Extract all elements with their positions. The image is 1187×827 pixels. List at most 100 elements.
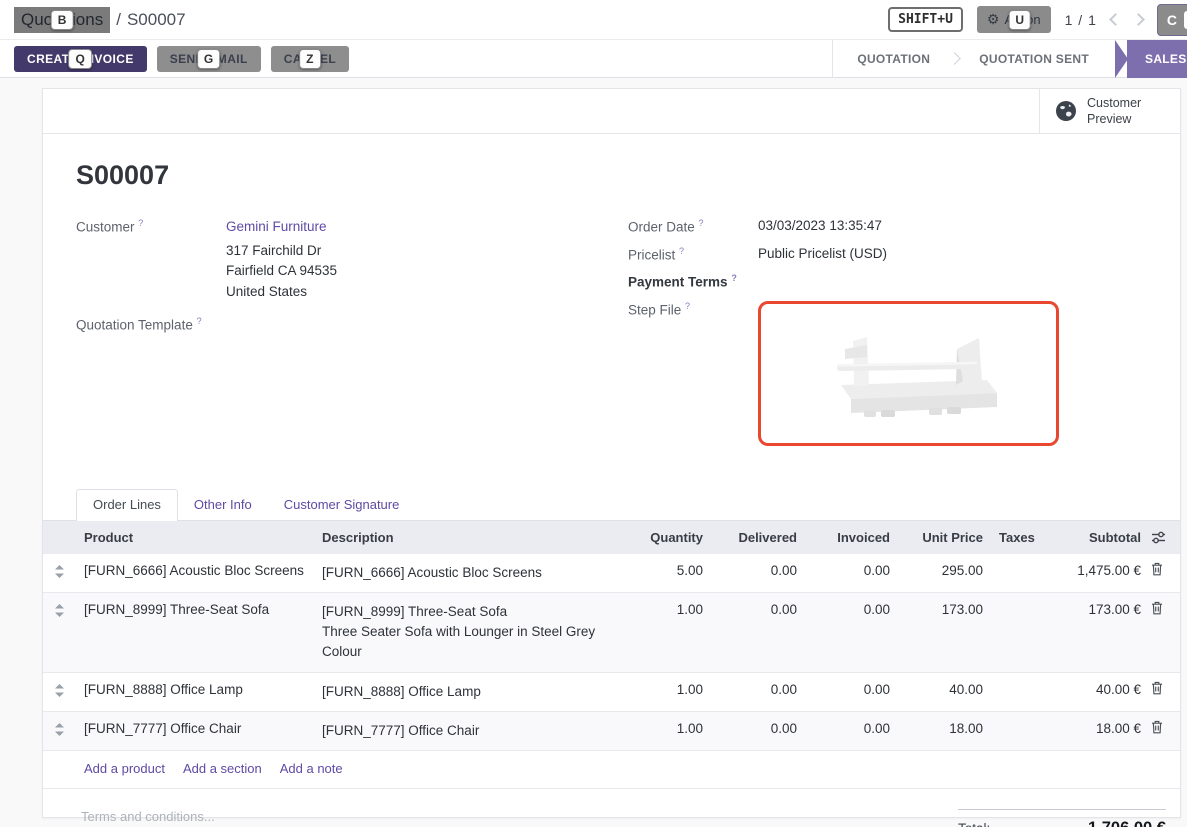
column-header-unit-price[interactable]: Unit Price [922, 529, 983, 545]
cell-quantity[interactable]: 1.00 [676, 601, 703, 617]
column-header-description[interactable]: Description [322, 529, 394, 545]
add-a-section-link[interactable]: Add a section [182, 761, 262, 776]
optional-columns-icon[interactable] [1149, 521, 1180, 554]
cell-invoiced[interactable]: 0.00 [863, 720, 890, 736]
cell-invoiced[interactable]: 0.00 [863, 601, 890, 617]
create-invoice-button[interactable]: CREATE INVOICE Q [14, 45, 147, 72]
topbar-right-controls: SHIFT+U ⚙ Action U 1 / 1 C [888, 3, 1187, 36]
cancel-button[interactable]: CANCEL Z [270, 45, 350, 72]
status-quotation-sent[interactable]: QUOTATION SENT [979, 51, 1090, 66]
kbd-hint-badge-z: Z [299, 48, 321, 69]
top-header: Quotations B / S00007 SHIFT+U ⚙ Action U… [0, 0, 1187, 40]
cell-taxes[interactable] [991, 554, 1041, 592]
column-header-product[interactable]: Product [84, 529, 134, 545]
delete-row-icon[interactable] [1149, 712, 1180, 750]
cell-description[interactable]: [FURN_7777] Office Chair [322, 722, 480, 738]
notebook-tabs: Order Lines Other Info Customer Signatur… [43, 487, 1180, 521]
cell-unit-price[interactable]: 40.00 [949, 681, 983, 697]
cell-subtotal: 1,475.00 € [1077, 562, 1141, 578]
pager-next-icon[interactable] [1132, 13, 1145, 26]
total-label: Total: [958, 821, 990, 827]
cell-unit-price[interactable]: 295.00 [941, 562, 983, 578]
send-email-button[interactable]: SEND EMAIL G [156, 45, 261, 72]
cell-delivered[interactable]: 0.00 [770, 601, 797, 617]
column-header-invoiced[interactable]: Invoiced [837, 529, 890, 545]
breadcrumb-quotations-link[interactable]: Quotations B [14, 6, 111, 33]
cell-unit-price[interactable]: 173.00 [941, 601, 983, 617]
help-icon: ? [685, 300, 691, 311]
pricelist-field-label: Pricelist ? [628, 245, 685, 263]
delete-row-icon[interactable] [1149, 593, 1180, 672]
delete-row-icon[interactable] [1149, 673, 1180, 711]
breadcrumb-separator: / [116, 9, 121, 29]
total-value: 1,706.00 € [1088, 819, 1166, 827]
customer-field-label: Customer ? [76, 218, 144, 235]
drag-handle-icon[interactable] [43, 673, 76, 711]
help-icon: ? [698, 218, 704, 228]
status-sales-order[interactable]: SALES ORDER [1127, 39, 1187, 78]
cell-delivered[interactable]: 0.00 [770, 681, 797, 697]
cell-taxes[interactable] [991, 712, 1041, 750]
total-block: Total: 1,706.00 € [958, 809, 1166, 827]
cell-delivered[interactable]: 0.00 [770, 720, 797, 736]
tab-other-info[interactable]: Other Info [193, 496, 252, 512]
cell-description[interactable]: [FURN_8888] Office Lamp [322, 683, 481, 699]
terms-and-conditions-input[interactable]: Terms and conditions... [81, 809, 215, 824]
customer-preview-button[interactable]: Customer Preview [1039, 89, 1180, 133]
cell-product[interactable]: [FURN_7777] Office Chair [84, 720, 242, 736]
cell-taxes[interactable] [991, 593, 1041, 672]
cell-subtotal: 173.00 € [1088, 601, 1141, 617]
cut-off-button-label: C [1166, 11, 1177, 28]
cell-invoiced[interactable]: 0.00 [863, 681, 890, 697]
cell-taxes[interactable] [991, 673, 1041, 711]
order-line-row[interactable]: [FURN_7777] Office Chair [FURN_7777] Off… [43, 711, 1180, 751]
status-quotation[interactable]: QUOTATION [857, 51, 931, 66]
tab-order-lines[interactable]: Order Lines [76, 488, 178, 521]
pricelist-value[interactable]: Public Pricelist (USD) [758, 245, 888, 261]
cell-description[interactable]: [FURN_8999] Three-Seat Sofa Three Seater… [322, 603, 596, 660]
step-file-field-label: Step File ? [628, 300, 691, 318]
order-line-row[interactable]: [FURN_6666] Acoustic Bloc Screens [FURN_… [43, 554, 1180, 593]
add-a-note-link[interactable]: Add a note [279, 761, 343, 776]
cell-invoiced[interactable]: 0.00 [863, 562, 890, 578]
order-date-value[interactable]: 03/03/2023 13:35:47 [758, 218, 882, 233]
cell-quantity[interactable]: 1.00 [676, 681, 703, 697]
order-line-row[interactable]: [FURN_8888] Office Lamp [FURN_8888] Offi… [43, 673, 1180, 712]
pager-previous-icon[interactable] [1109, 13, 1122, 26]
cell-description[interactable]: [FURN_6666] Acoustic Bloc Screens [322, 564, 542, 580]
drag-handle-icon[interactable] [43, 554, 76, 592]
order-lines-body: [FURN_6666] Acoustic Bloc Screens [FURN_… [43, 554, 1180, 751]
content-area: Customer Preview S00007 Customer ? Gemin… [0, 78, 1187, 827]
kbd-hint-badge-c [1183, 9, 1187, 30]
delete-row-icon[interactable] [1149, 554, 1180, 592]
action-menu-button[interactable]: ⚙ Action U [976, 6, 1051, 33]
sheet-footer: Terms and conditions... Total: 1,706.00 … [43, 789, 1180, 827]
cell-product[interactable]: [FURN_8999] Three-Seat Sofa [84, 601, 270, 617]
cell-subtotal: 18.00 € [1095, 720, 1141, 736]
order-date-field-label: Order Date ? [628, 218, 704, 235]
column-header-taxes[interactable]: Taxes [999, 529, 1035, 545]
tab-customer-signature[interactable]: Customer Signature [283, 496, 400, 512]
cell-unit-price[interactable]: 18.00 [949, 720, 983, 736]
kbd-hint-badge-u: U [1008, 9, 1031, 30]
column-header-subtotal[interactable]: Subtotal [1089, 529, 1141, 545]
step-file-image[interactable] [758, 300, 1059, 446]
cell-quantity[interactable]: 1.00 [676, 720, 703, 736]
cell-delivered[interactable]: 0.00 [770, 562, 797, 578]
drag-handle-icon[interactable] [43, 712, 76, 750]
status-active-arrow-icon [1115, 39, 1129, 78]
help-icon: ? [196, 315, 202, 326]
add-a-product-link[interactable]: Add a product [84, 761, 165, 776]
breadcrumb-current: S00007 [126, 9, 186, 29]
step-file-3d-model [836, 337, 997, 417]
cell-subtotal: 40.00 € [1095, 681, 1141, 697]
cell-product[interactable]: [FURN_8888] Office Lamp [84, 681, 243, 697]
customer-link[interactable]: Gemini Furniture [226, 219, 327, 234]
order-line-row[interactable]: [FURN_8999] Three-Seat Sofa [FURN_8999] … [43, 592, 1180, 673]
column-header-delivered[interactable]: Delivered [738, 529, 797, 545]
drag-handle-icon[interactable] [43, 593, 76, 672]
cut-off-button[interactable]: C [1156, 3, 1187, 36]
cell-product[interactable]: [FURN_6666] Acoustic Bloc Screens [84, 562, 304, 578]
column-header-quantity[interactable]: Quantity [650, 529, 703, 545]
cell-quantity[interactable]: 5.00 [676, 562, 703, 578]
